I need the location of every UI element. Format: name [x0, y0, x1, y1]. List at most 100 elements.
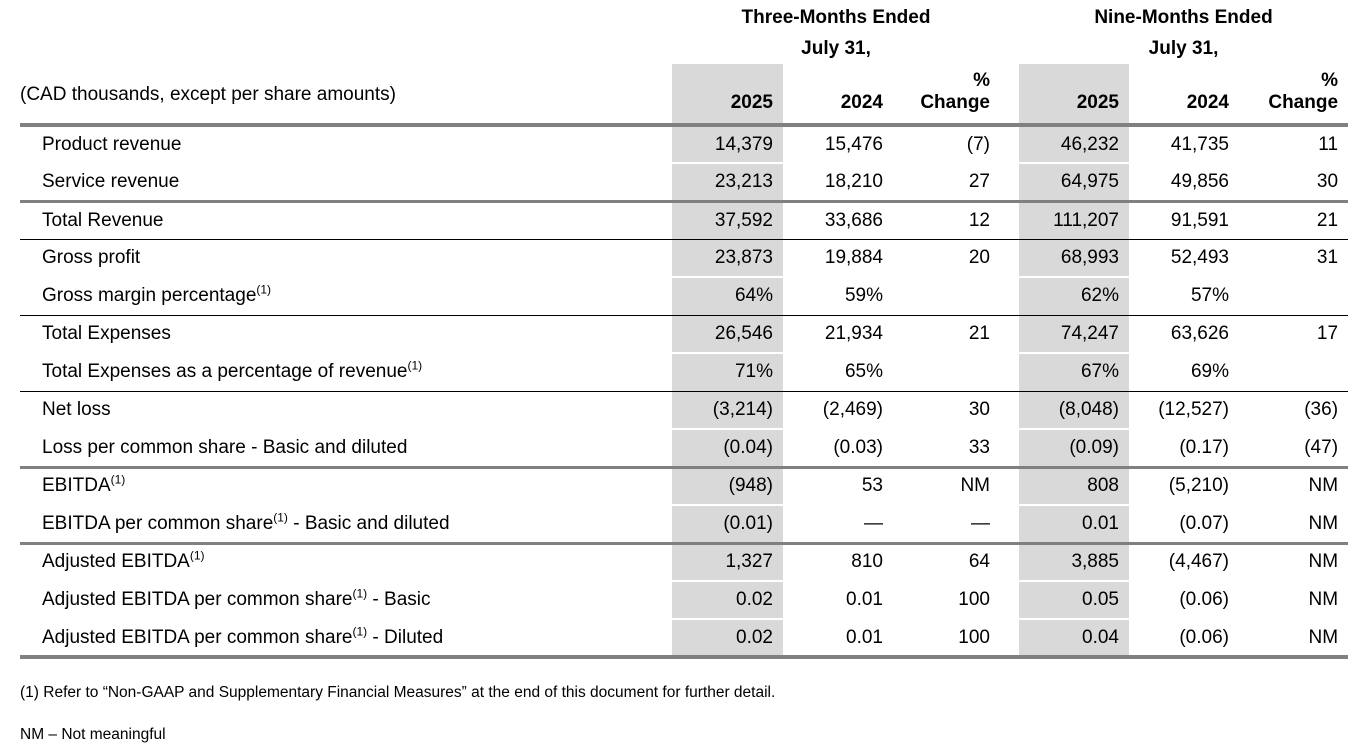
value-cell: 21: [1239, 201, 1349, 240]
value-cell: 31: [1239, 239, 1349, 278]
column-gap: [1000, 581, 1019, 620]
value-cell: NM: [1239, 581, 1349, 620]
pct-word: Change: [920, 92, 990, 113]
table-row: Product revenue 14,379 15,476 (7) 46,232 41,7…: [20, 125, 1349, 164]
period-nine-months-line1: Nine-Months Ended: [1094, 7, 1273, 28]
value-cell: (0.04): [672, 429, 783, 469]
column-gap: [1000, 467, 1019, 506]
value-cell: 67%: [1019, 353, 1129, 392]
value-cell: (36): [1239, 391, 1349, 430]
value-cell: 3,885: [1019, 543, 1129, 582]
value-cell: 12: [893, 201, 1000, 240]
value-cell: 64,975: [1019, 163, 1129, 203]
value-cell: 17: [1239, 315, 1349, 354]
value-cell: 26,546: [672, 315, 783, 354]
table-body: Product revenue 14,379 15,476 (7) 46,232 41,7…: [20, 125, 1349, 659]
table-row: Total Expenses 26,546 21,934 21 74,247 63,626…: [20, 315, 1349, 354]
row-label: Gross margin percentage(1): [20, 277, 672, 316]
value-cell: 91,591: [1129, 201, 1239, 240]
value-cell: 65%: [783, 353, 893, 392]
value-cell: (2,469): [783, 391, 893, 430]
value-cell: 64: [893, 543, 1000, 582]
table-row: Gross margin percentage(1) 64% 59% 62% 57%: [20, 277, 1349, 316]
pct-sign: %: [973, 70, 990, 91]
table-row: Adjusted EBITDA per common share(1) - Ba…: [20, 581, 1349, 620]
value-cell: 37,592: [672, 201, 783, 240]
value-cell: 19,884: [783, 239, 893, 278]
column-gap: [1000, 315, 1019, 354]
table-row: EBITDA per common share(1) - Basic and d…: [20, 505, 1349, 545]
column-gap: [1000, 64, 1019, 127]
spacer-cell: [20, 0, 672, 64]
column-gap: [1000, 353, 1019, 392]
table-row: Adjusted EBITDA(1) 1,327 810 64 3,885 (4,467)…: [20, 543, 1349, 582]
value-cell: 46,232: [1019, 125, 1129, 164]
row-label: Loss per common share - Basic and dilute…: [20, 429, 672, 469]
value-cell: [893, 277, 1000, 316]
value-cell: 20: [893, 239, 1000, 278]
value-cell: 808: [1019, 467, 1129, 506]
row-label: Adjusted EBITDA per common share(1) - Ba…: [20, 581, 672, 620]
value-cell: 1,327: [672, 543, 783, 582]
value-cell: 69%: [1129, 353, 1239, 392]
value-cell: —: [783, 505, 893, 545]
value-cell: 111,207: [1019, 201, 1129, 240]
period-header-row: Three-Months Ended July 31, Nine-Months …: [20, 0, 1348, 64]
value-cell: [893, 353, 1000, 392]
value-cell: [1239, 277, 1349, 316]
value-cell: 33,686: [783, 201, 893, 240]
table-row: Service revenue 23,213 18,210 27 64,975 49,85…: [20, 163, 1349, 203]
table-row: Total Expenses as a percentage of revenu…: [20, 353, 1349, 392]
spacer-cell: [1000, 0, 1019, 64]
row-label: EBITDA(1): [20, 467, 672, 506]
value-cell: (5,210): [1129, 467, 1239, 506]
value-cell: 14,379: [672, 125, 783, 164]
value-cell: 23,213: [672, 163, 783, 203]
value-cell: (948): [672, 467, 783, 506]
row-label: Adjusted EBITDA per common share(1) - Di…: [20, 619, 672, 659]
value-cell: 52,493: [1129, 239, 1239, 278]
period-nine-months-line2: July 31,: [1148, 38, 1219, 59]
row-label: Total Expenses: [20, 315, 672, 354]
column-gap: [1000, 163, 1019, 203]
value-cell: 0.02: [672, 581, 783, 620]
period-three-months-line1: Three-Months Ended: [741, 7, 931, 28]
value-cell: 30: [893, 391, 1000, 430]
pct-sign: %: [1321, 70, 1339, 91]
column-gap: [1000, 619, 1019, 659]
value-cell: 57%: [1129, 277, 1239, 316]
footnote-non-gaap: (1) Refer to “Non-GAAP and Supplementary…: [20, 684, 776, 701]
period-three-months-line2: July 31,: [801, 38, 871, 59]
value-cell: NM: [1239, 505, 1349, 545]
table-row: Gross profit 23,873 19,884 20 68,993 52,493 31: [20, 239, 1349, 278]
col-header-tm-2024: 2024: [783, 64, 893, 127]
row-label: Adjusted EBITDA(1): [20, 543, 672, 582]
value-cell: 64%: [672, 277, 783, 316]
value-cell: 41,735: [1129, 125, 1239, 164]
table-row: Adjusted EBITDA per common share(1) - Di…: [20, 619, 1349, 659]
row-label: Gross profit: [20, 239, 672, 278]
row-label: EBITDA per common share(1) - Basic and d…: [20, 505, 672, 545]
row-label: Net loss: [20, 391, 672, 430]
column-gap: [1000, 543, 1019, 582]
value-cell: NM: [1239, 467, 1349, 506]
value-cell: 33: [893, 429, 1000, 469]
column-gap: [1000, 505, 1019, 545]
row-label: Service revenue: [20, 163, 672, 203]
row-label: Product revenue: [20, 125, 672, 164]
col-header-nm-2025: 2025: [1019, 64, 1129, 127]
value-cell: 53: [783, 467, 893, 506]
value-cell: 11: [1239, 125, 1349, 164]
column-gap: [1000, 201, 1019, 240]
value-cell: 74,247: [1019, 315, 1129, 354]
table-row: EBITDA(1) (948) 53 NM 808 (5,210) NM: [20, 467, 1349, 506]
value-cell: (12,527): [1129, 391, 1239, 430]
value-cell: 21,934: [783, 315, 893, 354]
value-cell: 27: [893, 163, 1000, 203]
value-cell: (0.06): [1129, 619, 1239, 659]
value-cell: (0.03): [783, 429, 893, 469]
value-cell: (4,467): [1129, 543, 1239, 582]
value-cell: NM: [1239, 543, 1349, 582]
value-cell: 18,210: [783, 163, 893, 203]
